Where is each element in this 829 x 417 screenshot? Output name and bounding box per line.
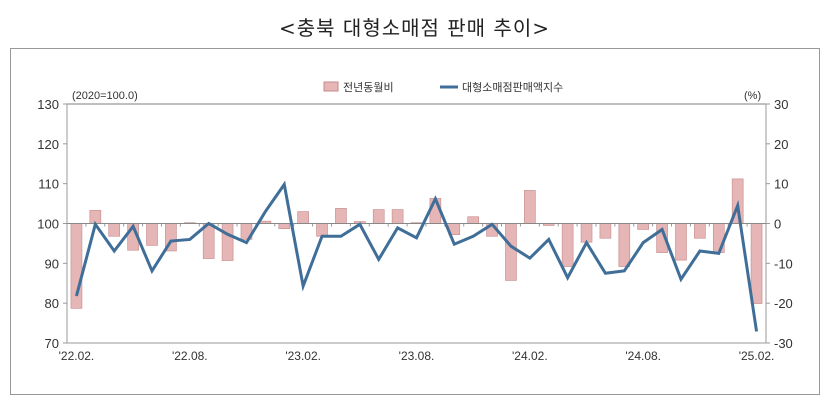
bar-'24.11. [694, 223, 706, 239]
left-tick-label: 110 [38, 177, 59, 192]
bar-'23.07. [391, 209, 404, 224]
left-tick-label: 90 [45, 256, 59, 271]
bar-'24.01. [505, 223, 517, 281]
bar-'25.02. [750, 223, 763, 304]
bar-'24.02. [524, 190, 536, 224]
legend-bar-swatch [323, 81, 339, 92]
x-tick-label: '23.08. [399, 349, 435, 363]
x-tick-label: '25.02. [739, 349, 775, 363]
bar-'22.06. [146, 223, 158, 246]
bar-'23.02. [297, 211, 309, 224]
right-tick-label: 10 [774, 177, 788, 192]
right-tick-label: -10 [774, 256, 793, 271]
bar-'22.10. [221, 223, 234, 261]
index-line [74, 180, 759, 332]
left-tick-label: 120 [37, 137, 59, 152]
bar-'24.05. [580, 223, 593, 243]
x-tick-label: '22.02. [59, 349, 95, 363]
left-tick-label: 70 [45, 336, 59, 351]
bar-'23.03. [316, 223, 328, 237]
bar-'24.12. [712, 223, 725, 253]
bar-'24.07. [618, 223, 631, 267]
bar-'24.04. [561, 223, 574, 267]
x-tick-label: '24.02. [512, 349, 548, 363]
bar-'22.04. [108, 223, 121, 237]
x-tick-label: '23.02. [285, 349, 321, 363]
right-tick-label: -20 [774, 296, 793, 311]
right-tick-label: 20 [774, 137, 788, 152]
left-tick-label: 130 [37, 97, 59, 112]
bar-'22.09. [202, 223, 215, 259]
x-tick-label: '22.08. [172, 349, 208, 363]
right-tick-label: 0 [774, 217, 781, 232]
x-tick-label: '24.08. [625, 349, 661, 363]
chart-frame [10, 48, 820, 395]
left-axis-note: (2020=100.0) [72, 90, 138, 102]
left-tick-label: 80 [45, 296, 59, 311]
bar-'22.03. [89, 210, 102, 224]
right-axis-note: (%) [744, 90, 761, 102]
bar-'23.04. [335, 208, 347, 224]
legend-bar-label: 전년동월비 [343, 81, 394, 94]
chart-title: <충북 대형소매점 판매 추이> [279, 16, 550, 40]
bar-'24.08. [637, 223, 650, 230]
right-tick-label: 30 [774, 97, 788, 112]
left-tick-label: 100 [37, 217, 59, 232]
bar-'23.06. [372, 209, 385, 224]
legend-line-label: 대형소매점판매액지수 [462, 81, 563, 94]
bar-'23.11. [467, 216, 479, 224]
bar-'24.06. [599, 223, 612, 239]
bar-'24.10. [675, 223, 687, 261]
right-tick-label: -30 [774, 336, 793, 351]
bar-'23.01. [278, 223, 291, 229]
